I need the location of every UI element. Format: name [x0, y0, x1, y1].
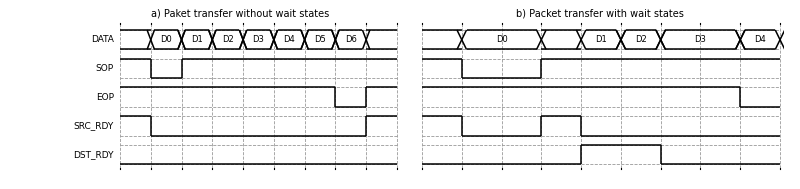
Text: SOP: SOP: [96, 64, 114, 73]
Text: D0: D0: [496, 35, 507, 44]
Text: D6: D6: [345, 35, 357, 44]
Text: D4: D4: [283, 35, 295, 44]
Title: a) Paket transfer without wait states: a) Paket transfer without wait states: [151, 8, 329, 18]
Text: D4: D4: [754, 35, 766, 44]
Text: D2: D2: [635, 35, 646, 44]
Text: D0: D0: [160, 35, 172, 44]
Text: D5: D5: [314, 35, 326, 44]
Text: D3: D3: [253, 35, 264, 44]
Text: D3: D3: [694, 35, 706, 44]
Text: DST_RDY: DST_RDY: [74, 150, 114, 159]
Text: D2: D2: [222, 35, 234, 44]
Text: D1: D1: [191, 35, 202, 44]
Title: b) Packet transfer with wait states: b) Packet transfer with wait states: [516, 8, 684, 18]
Text: SRC_RDY: SRC_RDY: [74, 121, 114, 130]
Text: EOP: EOP: [96, 93, 114, 102]
Text: D1: D1: [595, 35, 607, 44]
Text: DATA: DATA: [91, 35, 114, 44]
